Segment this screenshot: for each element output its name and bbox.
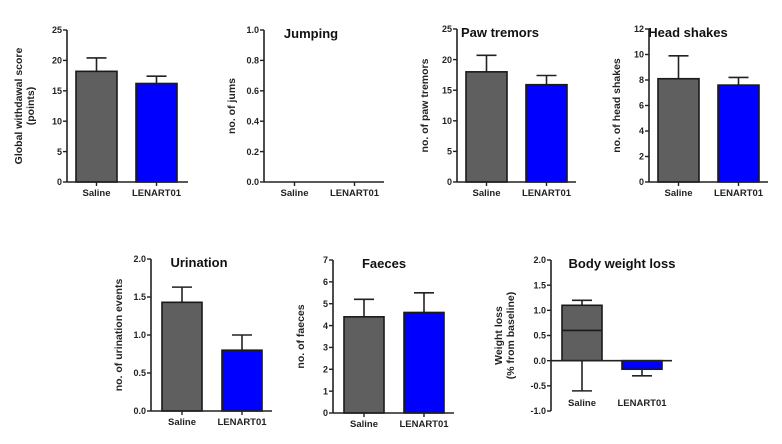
y-tick-label: 0 — [57, 177, 62, 187]
x-tick-label: LENART01 — [522, 188, 572, 199]
x-tick-label: LENART01 — [714, 188, 764, 199]
y-tick-label: 5 — [323, 299, 328, 309]
y-tick-label: 0.0 — [533, 356, 546, 366]
x-tick-label: LENART01 — [217, 417, 267, 428]
y-tick-label: 0.5 — [533, 331, 546, 341]
bar-saline — [657, 77, 700, 183]
y-axis-label: no. of faeces — [295, 304, 307, 368]
y-tick-label: 2.0 — [533, 255, 546, 265]
y-tick-label: -1.0 — [530, 406, 546, 416]
x-tick-label: LENART01 — [132, 188, 182, 199]
chart-title: Faeces — [362, 256, 406, 271]
y-axis-label: (% from baseline) — [505, 292, 517, 380]
bar-lenart01 — [135, 82, 178, 183]
y-tick-label: 6 — [323, 277, 328, 287]
y-axis-label: no. of head shakes — [611, 58, 623, 153]
y-tick-label: 12 — [634, 24, 644, 34]
y-tick-label: 0.6 — [246, 86, 259, 96]
y-tick-label: 7 — [323, 255, 328, 265]
chart-title: Paw tremors — [461, 25, 539, 40]
y-tick-label: 15 — [442, 85, 452, 95]
y-tick-label: 4 — [639, 126, 644, 136]
y-tick-label: 0.0 — [246, 177, 259, 187]
y-tick-label: 4 — [323, 321, 328, 331]
y-tick-label: 2 — [639, 152, 644, 162]
y-tick-label: 10 — [634, 50, 644, 60]
chart-body-weight-loss: Body weight loss -1.0 -0.5 0.0 0.5 1.0 1.5 2.0 S… — [493, 255, 675, 416]
y-tick-label: 10 — [52, 116, 62, 126]
chart-head-shakes: Head shakes 0 2 4 6 8 10 12 Saline LENART01 no. of… — [611, 24, 768, 199]
y-tick-label: 1.0 — [533, 306, 546, 316]
y-axis-label: Weight loss — [493, 306, 505, 365]
y-tick-label: -0.5 — [530, 381, 546, 391]
y-tick-label: 0 — [323, 408, 328, 418]
x-tick-label: LENART01 — [399, 419, 449, 430]
y-tick-label: 1.5 — [533, 280, 546, 290]
x-tick-label: LENART01 — [617, 398, 667, 409]
y-tick-label: 3 — [323, 343, 328, 353]
y-tick-label: 8 — [639, 75, 644, 85]
bar-saline — [561, 304, 603, 362]
bar-lenart01 — [621, 359, 663, 371]
y-tick-label: 0.8 — [246, 56, 259, 66]
y-tick-label: 5 — [57, 147, 62, 157]
chart-jumping: Jumping 0.0 0.2 0.4 0.6 0.8 1.0 Saline LENART01 n… — [226, 25, 384, 199]
y-tick-label: 15 — [52, 86, 62, 96]
y-tick-label: 2 — [323, 364, 328, 374]
y-tick-label: 1 — [323, 386, 328, 396]
y-axis-label: no. of urination events — [113, 279, 125, 392]
y-tick-label: 20 — [52, 56, 62, 66]
bar-saline — [343, 316, 385, 414]
bar-saline — [161, 301, 203, 412]
y-tick-label: 2.0 — [133, 254, 146, 264]
y-tick-label: 25 — [52, 25, 62, 35]
y-tick-label: 20 — [442, 55, 452, 65]
y-tick-label: 1.0 — [246, 25, 259, 35]
y-tick-label: 0 — [447, 177, 452, 187]
y-tick-label: 0.4 — [246, 116, 259, 126]
x-tick-label: Saline — [568, 398, 596, 409]
y-tick-label: 25 — [442, 24, 452, 34]
y-tick-label: 6 — [639, 101, 644, 111]
y-tick-label: 1.0 — [133, 330, 146, 340]
x-tick-label: Saline — [473, 188, 501, 199]
x-tick-label: Saline — [281, 188, 309, 199]
chart-title: Jumping — [284, 26, 338, 41]
y-axis-label: no. of paw tremors — [419, 58, 431, 152]
y-tick-label: 10 — [442, 116, 452, 126]
y-axis-label: Global withdawal score — [13, 47, 25, 164]
chart-urination: Urination 0.0 0.5 1.0 1.5 2.0 Saline LENART01 no… — [113, 254, 272, 428]
y-tick-label: 5 — [447, 147, 452, 157]
chart-title: Body weight loss — [569, 256, 676, 271]
x-tick-label: LENART01 — [330, 188, 380, 199]
y-axis-label: (points) — [25, 87, 37, 126]
chart-paw-tremors: Paw tremors 0 5 10 15 20 25 Saline LENART01 no. o… — [419, 24, 576, 199]
bar-lenart01 — [221, 349, 263, 412]
bar-saline — [75, 70, 118, 183]
y-tick-label: 1.5 — [133, 292, 146, 302]
x-tick-label: Saline — [83, 188, 111, 199]
chart-title: Urination — [170, 255, 227, 270]
bar-saline — [465, 71, 508, 183]
bar-lenart01 — [403, 311, 445, 414]
x-tick-label: Saline — [168, 417, 196, 428]
chart-title: Head shakes — [648, 25, 728, 40]
y-axis-label: no. of jums — [226, 78, 238, 134]
y-tick-label: 0.0 — [133, 406, 146, 416]
x-tick-label: Saline — [350, 419, 378, 430]
y-tick-label: 0.5 — [133, 368, 146, 378]
bar-lenart01 — [525, 83, 568, 183]
bar-lenart01 — [717, 84, 760, 183]
y-tick-label: 0 — [639, 177, 644, 187]
y-tick-label: 0.2 — [246, 147, 259, 157]
chart-faeces: Faeces 0 1 2 3 4 5 6 7 Saline LENART01 no. of faece… — [295, 255, 454, 430]
chart-global-withdrawal-score: 0 5 10 15 20 25 Saline LENART01 Global withdawal… — [13, 25, 188, 199]
x-tick-label: Saline — [665, 188, 693, 199]
